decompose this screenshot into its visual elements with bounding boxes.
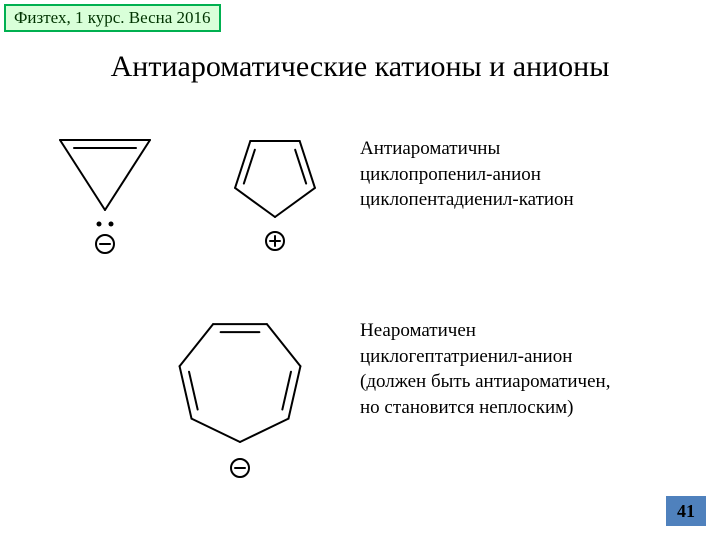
row-nonaromatic: Неароматиченциклогептатриенил-анион(долж… — [0, 300, 720, 500]
nonaromatic-text: Неароматиченциклогептатриенил-анион(долж… — [360, 318, 610, 421]
structure-cyclopropenyl-anion — [40, 120, 170, 270]
text-line: (должен быть антиароматичен, — [360, 369, 610, 395]
row-antiaromatic: Антиароматичныциклопропенил-анионциклопе… — [0, 120, 720, 280]
page-number-badge: 41 — [666, 496, 706, 526]
structure-cyclopentadienyl-cation — [210, 120, 340, 270]
text-line: но становится неплоским) — [360, 395, 610, 421]
course-badge: Физтех, 1 курс. Весна 2016 — [4, 4, 221, 32]
structure-cycloheptatrienyl-anion — [150, 300, 330, 500]
text-line: циклопропенил-анион — [360, 162, 574, 188]
text-line: циклопентадиенил-катион — [360, 187, 574, 213]
text-line: Антиароматичны — [360, 136, 574, 162]
antiaromatic-text: Антиароматичныциклопропенил-анионциклопе… — [360, 136, 574, 213]
text-line: Неароматичен — [360, 318, 610, 344]
page-title: Антиароматические катионы и анионы — [0, 50, 720, 84]
text-line: циклогептатриенил-анион — [360, 344, 610, 370]
